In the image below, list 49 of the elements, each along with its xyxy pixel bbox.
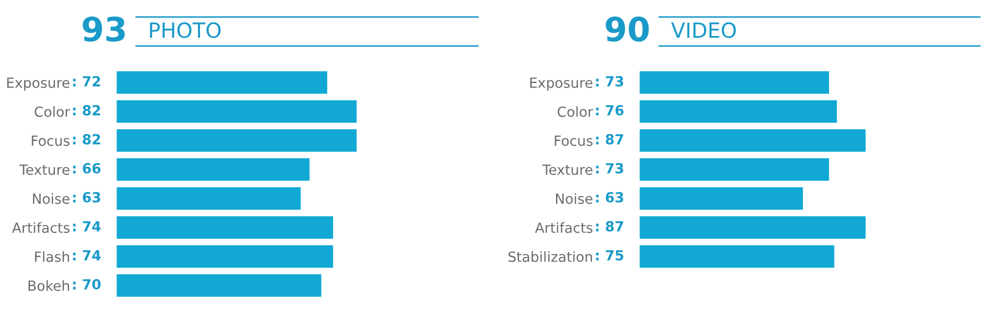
- data-label: : 72: [73, 76, 100, 86]
- data-label: : 63: [596, 192, 624, 203]
- y-tick-label: Exposure: [7, 78, 70, 91]
- chart-title: PHOTO: [150, 22, 221, 38]
- data-label: : 87: [596, 221, 624, 232]
- y-tick-label: Stabilization: [508, 251, 592, 262]
- bar: [116, 156, 311, 182]
- data-label: : 66: [73, 163, 101, 174]
- data-label: : 70: [73, 279, 101, 290]
- bar: [116, 128, 358, 154]
- data-label: : 76: [596, 105, 624, 116]
- y-tick-label: Bokeh: [28, 280, 69, 291]
- data-label: : 82: [73, 105, 100, 116]
- data-label: : 63: [73, 192, 100, 203]
- y-tick-label: Flash: [35, 251, 69, 262]
- y-tick-label: Color: [558, 106, 594, 117]
- bar: [639, 186, 804, 212]
- y-tick-label: Artifacts: [535, 222, 592, 233]
- bar: [116, 272, 323, 298]
- y-tick-label: Noise: [33, 193, 70, 204]
- y-tick-label: Exposure: [530, 78, 592, 91]
- bar: [116, 98, 358, 124]
- bar: [639, 128, 868, 154]
- y-tick-label: Texture: [19, 164, 70, 175]
- y-tick-label: Color: [34, 106, 70, 117]
- bar: [116, 186, 302, 212]
- data-label: : 74: [73, 221, 101, 232]
- data-label: : 87: [596, 134, 624, 145]
- text: 93: [82, 16, 125, 42]
- y-tick-label: Focus: [32, 136, 70, 146]
- y-tick-label: Artifacts: [12, 222, 70, 233]
- bar: [639, 156, 830, 182]
- data-label: : 73: [596, 76, 624, 87]
- y-tick-label: Focus: [554, 136, 592, 146]
- bar: [116, 70, 329, 96]
- bar: [639, 98, 838, 124]
- bar: [116, 214, 334, 240]
- y-tick-label: Noise: [556, 193, 592, 204]
- data-label: : 82: [73, 134, 100, 145]
- text: 90: [606, 16, 649, 42]
- bar: [639, 70, 830, 96]
- bar: [639, 244, 836, 270]
- data-label: : 73: [596, 163, 624, 174]
- chart-title: VIDEO: [671, 22, 736, 38]
- bar: [639, 214, 868, 240]
- bar: [116, 244, 334, 270]
- data-label: : 74: [73, 250, 101, 260]
- y-tick-label: Texture: [542, 164, 592, 175]
- data-label: : 75: [596, 250, 624, 261]
